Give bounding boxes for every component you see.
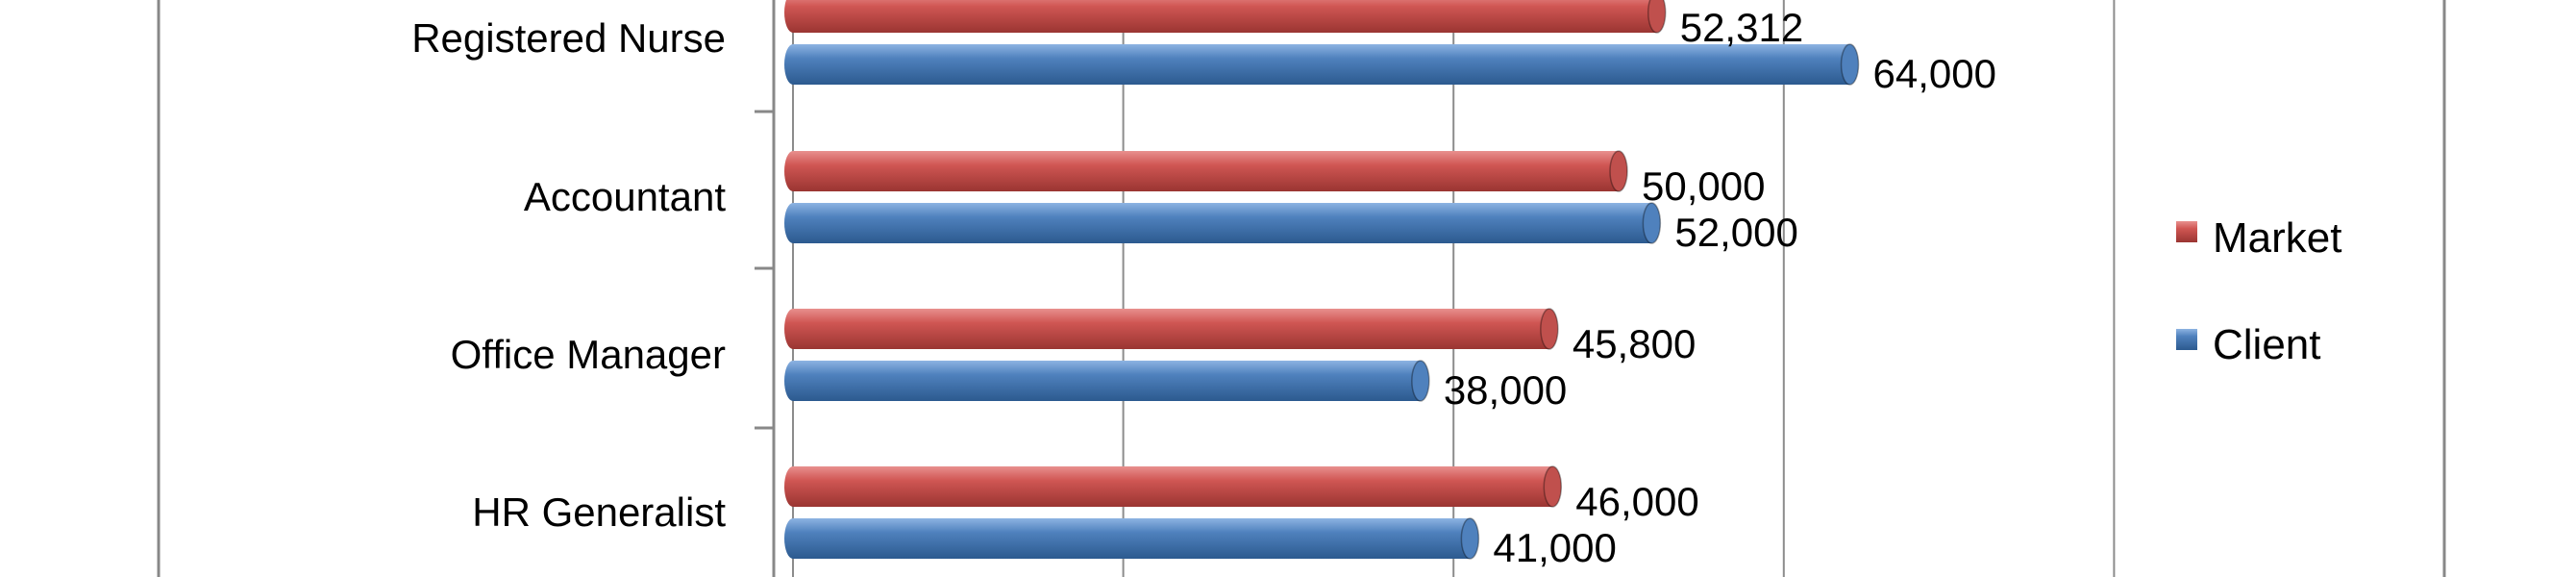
legend-swatch-client bbox=[2176, 329, 2197, 350]
grid-layer bbox=[792, 0, 2116, 577]
bar-market-office-manager bbox=[793, 309, 1549, 349]
bar-market-hr-generalist bbox=[793, 466, 1553, 507]
bar-start-cap-market-hr-generalist bbox=[784, 466, 802, 507]
data-label-market-hr-generalist: 46,000 bbox=[1575, 479, 1698, 524]
bar-start-cap-client-hr-generalist bbox=[784, 518, 802, 559]
bar-start-cap-client-accountant bbox=[784, 203, 802, 243]
bar-client-hr-generalist bbox=[793, 518, 1471, 559]
bar-market-accountant bbox=[793, 151, 1619, 191]
bar-start-cap-market-registered-nurse bbox=[784, 0, 802, 33]
bar-market-registered-nurse bbox=[793, 0, 1657, 33]
bars-layer bbox=[784, 0, 1860, 560]
legend-label-market: Market bbox=[2213, 214, 2341, 262]
legend: Market Client bbox=[2176, 214, 2341, 368]
bar-start-cap-market-accountant bbox=[784, 151, 802, 191]
bar-end-cap-market-hr-generalist bbox=[1543, 465, 1563, 508]
data-label-client-registered-nurse: 64,000 bbox=[1873, 51, 1996, 96]
data-label-client-office-manager: 38,000 bbox=[1444, 367, 1567, 413]
bar-client-registered-nurse bbox=[793, 44, 1850, 85]
bar-end-cap-market-office-manager bbox=[1540, 308, 1559, 350]
data-label-client-accountant: 52,000 bbox=[1674, 210, 1797, 255]
data-label-market-office-manager: 45,800 bbox=[1573, 321, 1696, 366]
data-label-market-accountant: 50,000 bbox=[1642, 163, 1765, 209]
data-label-client-hr-generalist: 41,000 bbox=[1493, 525, 1616, 570]
category-label-registered-nurse: Registered Nurse bbox=[411, 15, 726, 61]
bar-end-cap-client-hr-generalist bbox=[1460, 517, 1480, 560]
bar-end-cap-market-accountant bbox=[1609, 150, 1628, 192]
bar-start-cap-market-office-manager bbox=[784, 309, 802, 349]
bar-start-cap-client-office-manager bbox=[784, 361, 802, 401]
category-label-office-manager: Office Manager bbox=[451, 332, 726, 377]
category-label-hr-generalist: HR Generalist bbox=[472, 489, 726, 535]
labels-layer: Registered Nurse 52,312 64,000 Accountant 50… bbox=[411, 5, 1996, 570]
bar-client-office-manager bbox=[793, 361, 1421, 401]
category-label-accountant: Accountant bbox=[524, 174, 726, 219]
bar-end-cap-market-registered-nurse bbox=[1647, 0, 1667, 34]
bar-end-cap-client-office-manager bbox=[1411, 360, 1430, 402]
bar-client-accountant bbox=[793, 203, 1652, 243]
bar-end-cap-client-accountant bbox=[1642, 202, 1662, 244]
legend-label-client: Client bbox=[2213, 321, 2321, 368]
category-axis-ticks bbox=[755, 110, 774, 430]
data-label-market-registered-nurse: 52,312 bbox=[1680, 5, 1803, 50]
bar-end-cap-client-registered-nurse bbox=[1840, 43, 1860, 86]
legend-swatch-market bbox=[2176, 221, 2197, 242]
bar-start-cap-client-registered-nurse bbox=[784, 44, 802, 85]
